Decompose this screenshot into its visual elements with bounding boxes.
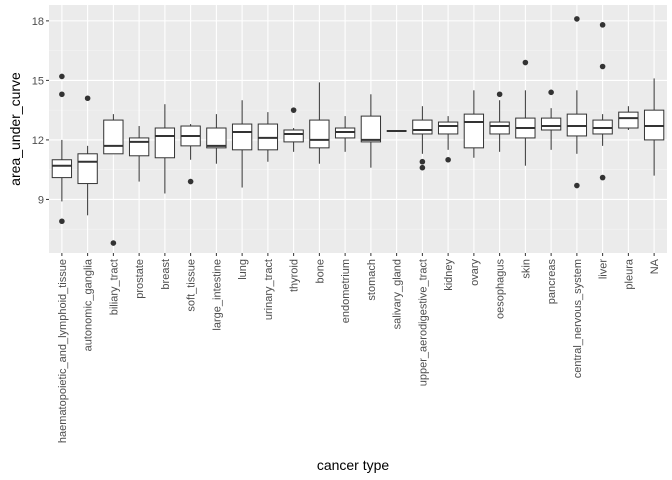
box-haematopoietic-and-lymphoid-tissue — [51, 73, 73, 225]
x-tick-label: upper_aerodigestive_tract — [417, 259, 429, 386]
box-pleura — [618, 106, 639, 130]
box-iqr — [231, 123, 253, 151]
outlier-point — [59, 73, 65, 80]
box-autonomic-ganglia — [77, 95, 98, 216]
x-tick-label: central_nervous_system — [572, 259, 584, 378]
x-tick-label: lung — [237, 259, 249, 280]
box-skin — [515, 59, 536, 166]
x-tick-label: stomach — [366, 259, 378, 301]
box-iqr — [103, 119, 124, 155]
outlier-point — [110, 240, 117, 246]
box-thyroid — [283, 107, 304, 152]
y-tick-label: 9 — [38, 194, 44, 206]
x-tick-label: haematopoietic_and_lymphoid_tissue — [57, 259, 69, 443]
box-liver — [592, 22, 613, 181]
x-axis: haematopoietic_and_lymphoid_tissue autono… — [57, 253, 661, 443]
x-tick-label: skin — [520, 259, 532, 279]
x-axis-title: cancer type — [317, 457, 390, 473]
box-iqr — [51, 159, 73, 179]
x-tick-label: urinary_tract — [263, 259, 275, 320]
outlier-point — [522, 59, 529, 66]
outlier-point — [445, 156, 451, 163]
box-soft-tissue — [180, 124, 201, 185]
box-iqr — [77, 153, 98, 185]
outlier-point — [290, 107, 297, 113]
box-iqr — [437, 121, 459, 135]
box-iqr — [309, 119, 330, 149]
x-tick-label: thyroid — [289, 259, 301, 292]
y-tick-label: 18 — [32, 16, 44, 28]
box-stomach — [360, 94, 382, 168]
box-iqr — [618, 111, 639, 129]
outlier-point — [548, 89, 554, 96]
plot-panel — [49, 5, 667, 253]
x-tick-label: NA — [649, 258, 661, 274]
x-tick-label: liver — [598, 259, 610, 280]
x-tick-label: soft_tissue — [186, 259, 198, 312]
y-tick-label: 15 — [32, 75, 44, 87]
box-oesophagus — [489, 91, 510, 152]
x-tick-label: pleura — [623, 258, 635, 289]
box-central-nervous-system — [566, 16, 588, 189]
box-iqr — [540, 117, 562, 131]
x-tick-label: pancreas — [546, 259, 558, 305]
x-tick-label: endometrium — [340, 259, 352, 323]
box-iqr — [154, 127, 176, 159]
outlier-point — [419, 158, 426, 165]
x-tick-label: breast — [160, 259, 172, 290]
box-NA — [643, 78, 665, 176]
outlier-point — [496, 91, 503, 98]
x-tick-label: ovary — [469, 259, 481, 286]
y-axis: 9 12 15 18 — [32, 16, 49, 206]
box-lung — [231, 100, 253, 188]
outlier-point — [574, 16, 580, 22]
outlier-point — [599, 174, 606, 181]
x-tick-label: autonomic_ganglia — [83, 258, 95, 351]
box-iqr — [463, 113, 485, 149]
box-biliary-tract — [103, 114, 124, 246]
outlier-point — [599, 22, 606, 28]
outlier-point — [187, 178, 194, 185]
outlier-point — [599, 63, 606, 70]
box-iqr — [412, 119, 433, 135]
box-upper-aerodigestive-tract — [412, 106, 433, 171]
box-series — [51, 16, 665, 246]
box-bone — [309, 82, 330, 164]
box-iqr — [128, 137, 150, 157]
x-tick-label: biliary_tract — [108, 259, 120, 315]
x-tick-label: bone — [314, 259, 326, 283]
box-iqr — [360, 115, 382, 143]
x-tick-label: prostate — [134, 259, 146, 299]
outlier-point — [574, 182, 580, 189]
box-urinary-tract — [257, 112, 279, 162]
outlier-point — [419, 164, 426, 171]
box-endometrium — [334, 116, 356, 152]
box-ovary — [463, 90, 485, 158]
y-tick-label: 12 — [32, 135, 44, 147]
box-prostate — [128, 126, 150, 182]
x-tick-label: salivary_gland — [392, 259, 404, 329]
box-large-intestine — [206, 114, 227, 164]
box-kidney — [437, 116, 459, 163]
y-axis-title: area_under_curve — [7, 72, 23, 186]
box-iqr — [283, 129, 304, 143]
box-pancreas — [540, 89, 562, 150]
x-tick-label: oesophagus — [495, 259, 507, 319]
box-breast — [154, 104, 176, 194]
outlier-point — [59, 218, 65, 225]
outlier-point — [59, 91, 65, 98]
outlier-point — [84, 95, 91, 102]
box-iqr — [206, 127, 227, 149]
x-tick-label: large_intestine — [211, 259, 223, 331]
box-iqr — [489, 121, 510, 135]
x-tick-label: kidney — [443, 259, 455, 291]
